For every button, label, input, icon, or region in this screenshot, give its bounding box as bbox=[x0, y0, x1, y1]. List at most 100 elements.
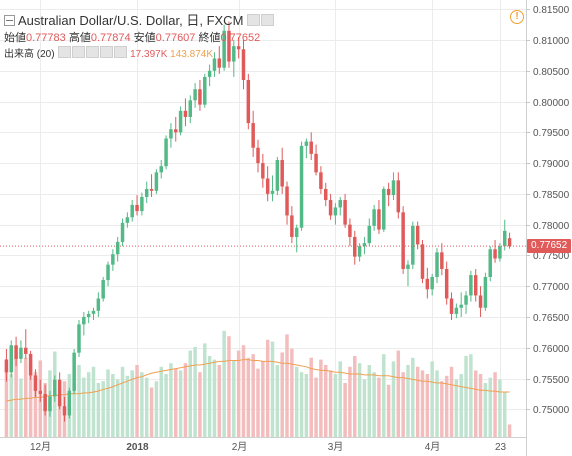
candle-body bbox=[280, 160, 284, 187]
candle bbox=[193, 83, 197, 108]
candle-body bbox=[246, 80, 251, 124]
volume-bar bbox=[396, 350, 401, 437]
volume-bar bbox=[241, 345, 246, 437]
price-tick-label: 0.75500 bbox=[533, 375, 570, 386]
candle-body bbox=[169, 129, 173, 139]
candle bbox=[294, 224, 299, 253]
candle bbox=[406, 260, 410, 287]
volume-format-icon[interactable] bbox=[86, 46, 100, 58]
volume-bar bbox=[270, 341, 275, 437]
volume-bar bbox=[256, 368, 260, 437]
candle bbox=[77, 320, 81, 357]
candle-body bbox=[72, 352, 76, 391]
candle bbox=[149, 174, 154, 197]
candle-body bbox=[338, 200, 342, 208]
candle bbox=[203, 73, 207, 108]
volume-bar bbox=[246, 357, 251, 437]
candle-body bbox=[265, 178, 270, 194]
volume-bar bbox=[415, 366, 420, 437]
candle-body bbox=[444, 268, 449, 299]
candle bbox=[280, 147, 284, 194]
candle bbox=[382, 186, 386, 233]
volume-bar bbox=[483, 383, 488, 437]
volume-bar bbox=[164, 374, 168, 437]
candle bbox=[33, 369, 38, 397]
candle bbox=[120, 218, 125, 247]
candle bbox=[24, 329, 28, 359]
candle bbox=[207, 64, 212, 87]
price-tick-label: 0.80500 bbox=[533, 67, 570, 78]
warning-icon[interactable]: ! bbox=[510, 10, 524, 24]
candle bbox=[96, 292, 101, 317]
candle bbox=[323, 182, 328, 207]
settings-icon[interactable] bbox=[247, 14, 261, 26]
candle-body bbox=[125, 217, 130, 223]
candle-body bbox=[309, 141, 313, 154]
volume-bar bbox=[217, 365, 222, 437]
candle-body bbox=[314, 153, 318, 173]
volume-bar bbox=[159, 366, 163, 437]
volume-close-icon[interactable] bbox=[114, 46, 128, 58]
candle bbox=[459, 292, 463, 317]
time-axis[interactable]: 12月 2018 2月 3月 4月 23 bbox=[30, 441, 507, 453]
candle bbox=[333, 203, 338, 225]
time-tick-label: 2月 bbox=[232, 441, 248, 453]
candle-body bbox=[483, 276, 488, 308]
candle bbox=[144, 181, 149, 204]
candle-body bbox=[154, 172, 159, 191]
candle-body bbox=[101, 280, 105, 299]
volume-bar bbox=[178, 370, 183, 437]
volume-bar bbox=[464, 356, 468, 437]
candle bbox=[72, 348, 76, 394]
candle-body bbox=[440, 252, 444, 269]
candle bbox=[367, 218, 372, 247]
candle-body bbox=[212, 58, 217, 71]
hide-icon[interactable] bbox=[261, 14, 275, 26]
candle-body bbox=[328, 200, 333, 216]
candle bbox=[261, 153, 265, 188]
candle-body bbox=[449, 298, 454, 314]
candle bbox=[285, 181, 289, 225]
volume-settings-icon[interactable] bbox=[58, 46, 72, 58]
candle-body bbox=[43, 393, 47, 412]
candle-body bbox=[14, 345, 18, 359]
low-label: 安値 bbox=[133, 32, 156, 44]
volume-bar bbox=[140, 372, 144, 437]
price-axis[interactable]: 0.81500 0.81000 0.80500 0.80000 0.79500 0.790… bbox=[526, 5, 570, 416]
volume-more-icon[interactable] bbox=[100, 46, 114, 58]
candle bbox=[275, 156, 280, 196]
candle-body bbox=[493, 249, 497, 259]
candle-body bbox=[86, 313, 91, 317]
candle-body bbox=[391, 180, 396, 196]
volume-bar bbox=[299, 372, 304, 437]
candle bbox=[343, 193, 347, 228]
volume-bar bbox=[251, 354, 255, 437]
volume-bar bbox=[91, 366, 96, 437]
volume-bar bbox=[174, 368, 178, 437]
candle-body bbox=[91, 310, 96, 314]
high-value: 0.77874 bbox=[90, 32, 131, 44]
volume-bar bbox=[304, 374, 309, 437]
candle bbox=[135, 195, 139, 216]
candle-body bbox=[135, 204, 139, 212]
chart-title-row: Australian Dollar/U.S. Dollar, 日, FXCM bbox=[4, 10, 275, 29]
candle-body bbox=[19, 347, 23, 359]
candle-body bbox=[24, 347, 28, 354]
candle-body bbox=[454, 307, 459, 314]
volume-bar bbox=[115, 379, 120, 437]
volume-bar bbox=[9, 374, 13, 437]
volume-bar bbox=[328, 370, 333, 437]
candle bbox=[4, 348, 9, 382]
candle-body bbox=[115, 241, 120, 255]
candle bbox=[290, 206, 294, 244]
volume-bar bbox=[314, 377, 318, 437]
collapse-icon[interactable] bbox=[4, 15, 15, 26]
candle bbox=[43, 384, 47, 416]
candle bbox=[241, 40, 246, 90]
candle bbox=[48, 390, 52, 417]
price-tick-label: 0.77500 bbox=[533, 251, 570, 262]
volume-hide-icon[interactable] bbox=[72, 46, 86, 58]
candle-body bbox=[290, 215, 294, 237]
candle-body bbox=[203, 76, 207, 105]
